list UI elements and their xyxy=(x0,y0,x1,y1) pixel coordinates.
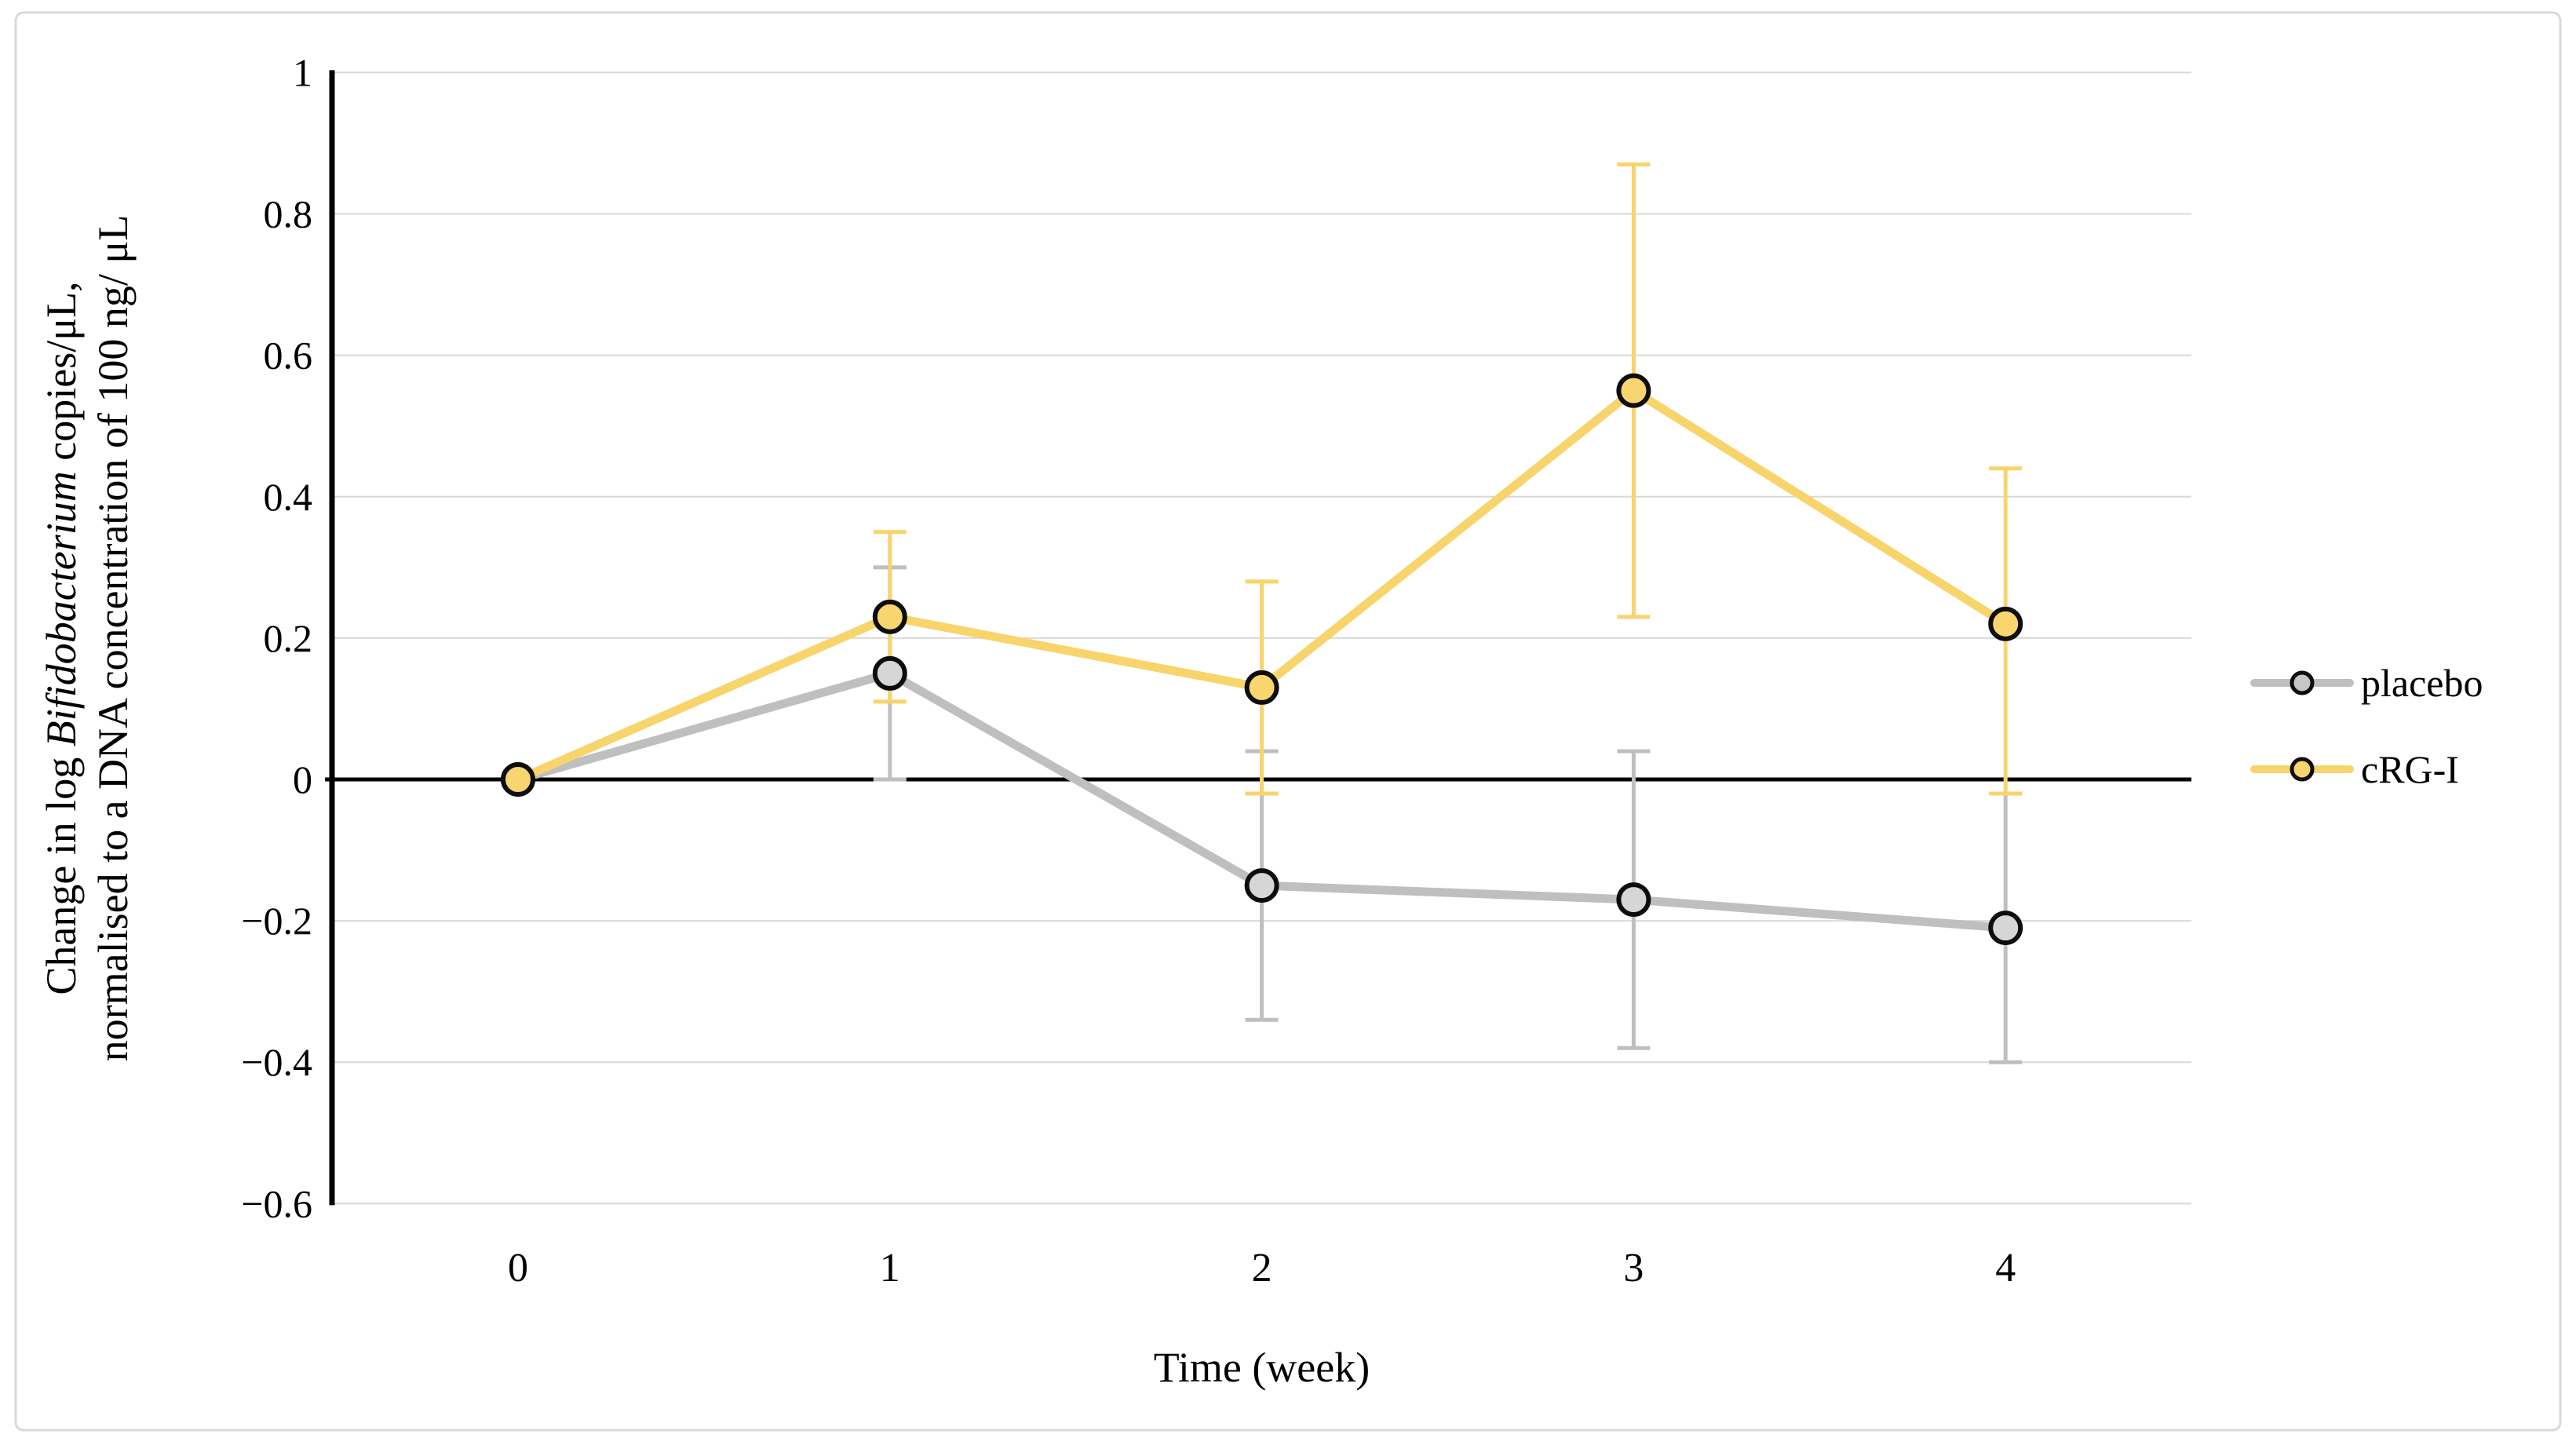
cRG-I-marker-week-0 xyxy=(501,762,535,797)
x-tick-label: 3 xyxy=(1623,1246,1644,1290)
legend-label-placebo: placebo xyxy=(2361,661,2483,705)
y-tick-label: 0.4 xyxy=(264,475,313,519)
x-tick-label: 1 xyxy=(880,1246,900,1290)
y-axis-title-line1: Change in log Bifidobacterium copies/μL, xyxy=(38,281,85,995)
legend-marker-placebo xyxy=(2290,670,2315,695)
y-tick-label: −0.6 xyxy=(241,1181,312,1225)
y-tick-label: −0.2 xyxy=(241,899,312,943)
figure-border xyxy=(14,11,2562,1432)
cRG-I-marker-week-2 xyxy=(1244,670,1279,705)
legend-marker-cRG-I xyxy=(2290,757,2315,782)
y-tick-label: 0 xyxy=(293,757,312,801)
y-tick-label: 0.6 xyxy=(264,334,313,378)
legend-label-cRG-I: cRG-I xyxy=(2361,747,2459,791)
y-tick-label: 1 xyxy=(293,50,312,94)
cRG-I-marker-week-4 xyxy=(1988,606,2023,641)
cRG-I-marker-week-1 xyxy=(872,599,907,634)
x-axis-title: Time (week) xyxy=(1154,1344,1370,1391)
y-tick-label: 0.2 xyxy=(264,616,313,660)
cRG-I-marker-week-3 xyxy=(1616,373,1651,408)
placebo-marker-week-3 xyxy=(1616,882,1651,918)
placebo-marker-week-4 xyxy=(1988,911,2023,946)
y-tick-label: 0.8 xyxy=(264,192,313,236)
y-axis-title-line2: normalised to a DNA concentration of 100… xyxy=(89,215,137,1062)
placebo-marker-week-1 xyxy=(872,655,907,691)
placebo-marker-week-2 xyxy=(1244,868,1279,903)
y-tick-label: −0.4 xyxy=(241,1040,312,1084)
x-tick-label: 4 xyxy=(1995,1246,2016,1290)
x-tick-label: 2 xyxy=(1252,1246,1272,1290)
x-tick-label: 0 xyxy=(508,1246,528,1290)
